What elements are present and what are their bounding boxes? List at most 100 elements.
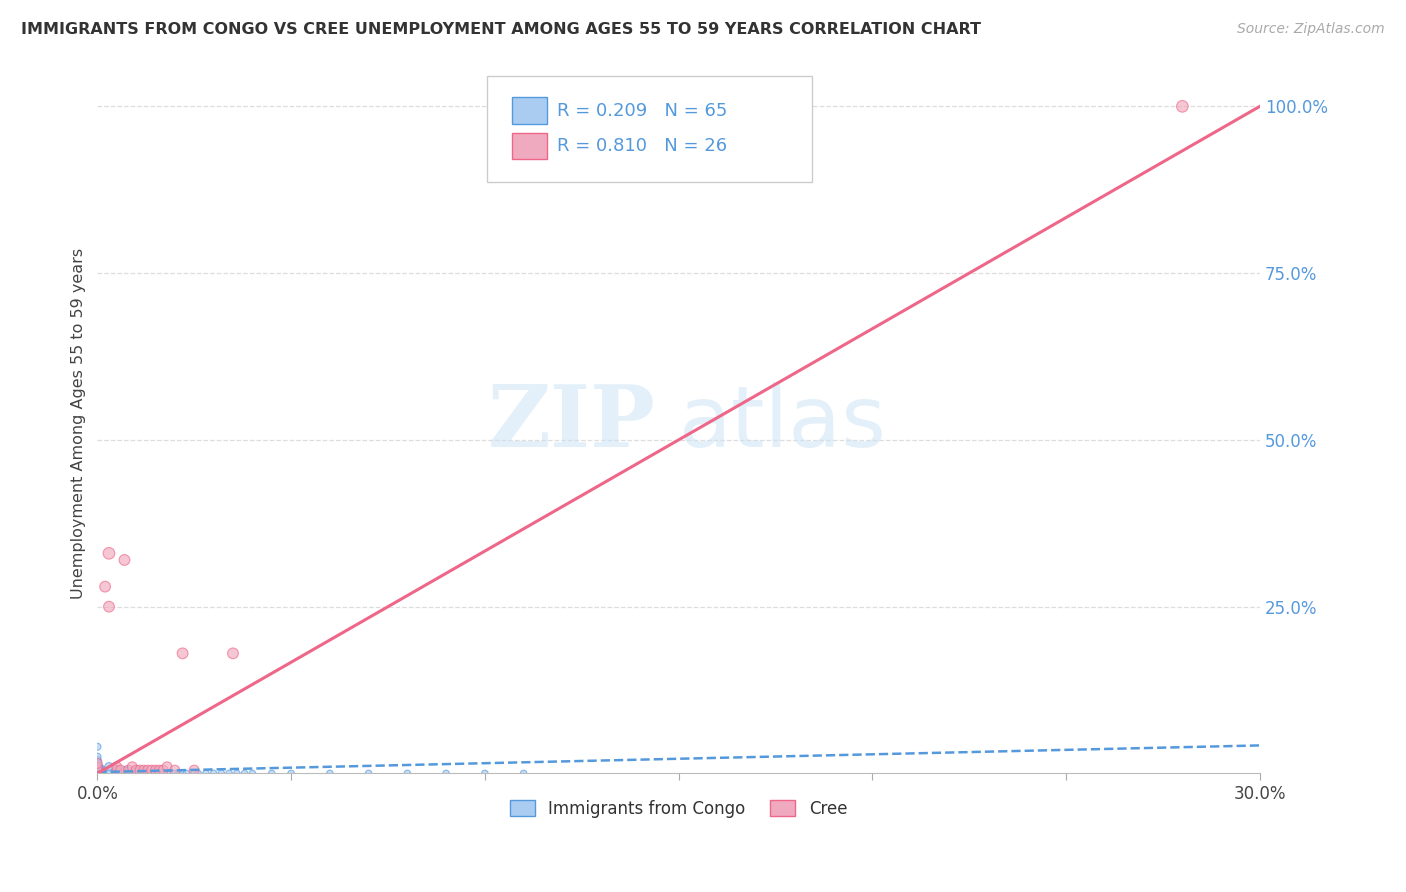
Point [86, 755, 108, 769]
Point [225, 766, 247, 780]
Point [86, 766, 108, 780]
Point [121, 760, 143, 774]
Point [86, 766, 108, 780]
Point [132, 763, 155, 777]
Point [86, 756, 108, 771]
Point [117, 766, 139, 780]
Point [86, 753, 108, 767]
Text: R = 0.810   N = 26: R = 0.810 N = 26 [557, 136, 727, 155]
Point [218, 766, 240, 780]
Point [110, 763, 132, 777]
Point [141, 763, 163, 777]
Point [86, 760, 108, 774]
Point [125, 763, 148, 777]
Point [148, 763, 170, 777]
Point [145, 766, 167, 780]
Point [114, 763, 136, 777]
Point [86, 766, 108, 780]
Point [319, 766, 342, 780]
Point [163, 766, 186, 780]
Point [136, 766, 159, 780]
Point [86, 763, 108, 777]
Point [163, 763, 186, 777]
Point [86, 766, 108, 780]
Point [136, 763, 159, 777]
Bar [512, 133, 547, 159]
Point [125, 766, 148, 780]
Point [86, 766, 108, 780]
Point [183, 766, 205, 780]
Point [86, 739, 108, 754]
Point [129, 763, 152, 777]
Text: R = 0.209   N = 65: R = 0.209 N = 65 [557, 102, 727, 120]
Point [156, 766, 179, 780]
Point [260, 766, 283, 780]
Point [86, 763, 108, 777]
Point [1171, 99, 1194, 113]
Point [396, 766, 419, 780]
Point [202, 766, 225, 780]
Point [114, 553, 136, 567]
Point [183, 763, 205, 777]
Point [187, 766, 209, 780]
Point [98, 599, 121, 614]
Point [86, 766, 108, 780]
Point [194, 766, 217, 780]
Point [86, 766, 108, 780]
Text: IMMIGRANTS FROM CONGO VS CREE UNEMPLOYMENT AMONG AGES 55 TO 59 YEARS CORRELATION: IMMIGRANTS FROM CONGO VS CREE UNEMPLOYME… [21, 22, 981, 37]
Point [86, 758, 108, 772]
Point [434, 766, 457, 780]
Point [145, 763, 167, 777]
Text: atlas: atlas [679, 382, 887, 465]
Point [152, 766, 174, 780]
Point [176, 766, 198, 780]
Point [117, 763, 139, 777]
Point [280, 766, 302, 780]
Point [110, 766, 132, 780]
Point [145, 763, 167, 777]
Point [357, 766, 380, 780]
Legend: Immigrants from Congo, Cree: Immigrants from Congo, Cree [503, 793, 853, 824]
Point [240, 766, 263, 780]
Point [98, 546, 121, 560]
Point [172, 646, 194, 660]
Point [86, 758, 108, 772]
Point [86, 766, 108, 780]
Point [167, 766, 190, 780]
Point [105, 766, 128, 780]
Point [86, 766, 108, 780]
Point [222, 646, 245, 660]
Point [117, 763, 139, 777]
Point [125, 763, 148, 777]
Point [132, 763, 155, 777]
Y-axis label: Unemployment Among Ages 55 to 59 years: Unemployment Among Ages 55 to 59 years [72, 248, 86, 599]
Bar [512, 97, 547, 124]
Point [141, 766, 163, 780]
Point [86, 756, 108, 771]
Point [105, 763, 128, 777]
Text: ZIP: ZIP [488, 381, 655, 466]
Point [132, 766, 155, 780]
Point [512, 766, 534, 780]
Point [86, 760, 108, 774]
Text: Source: ZipAtlas.com: Source: ZipAtlas.com [1237, 22, 1385, 37]
Point [98, 760, 121, 774]
Point [156, 760, 179, 774]
Point [152, 763, 174, 777]
Point [98, 766, 121, 780]
Point [86, 766, 108, 780]
Point [129, 766, 152, 780]
Point [94, 580, 117, 594]
Point [148, 766, 170, 780]
Point [86, 761, 108, 775]
Point [233, 766, 256, 780]
Point [121, 766, 143, 780]
Point [86, 760, 108, 774]
Point [105, 763, 128, 777]
Point [474, 766, 496, 780]
Point [86, 749, 108, 764]
Point [172, 766, 194, 780]
Point [105, 760, 128, 774]
FancyBboxPatch shape [486, 77, 813, 182]
Point [86, 763, 108, 777]
